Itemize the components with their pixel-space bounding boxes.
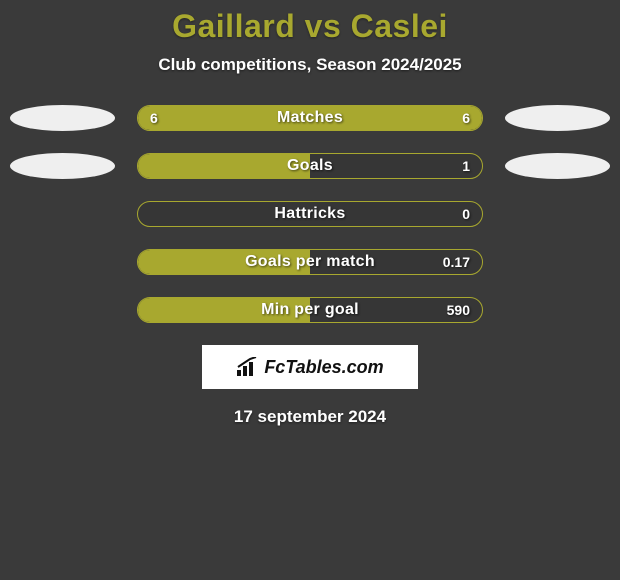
stat-bar: 6Matches6: [137, 105, 483, 131]
stat-value-right: 0.17: [443, 250, 470, 274]
stat-bar: Goals1: [137, 153, 483, 179]
stat-bar: Hattricks0: [137, 201, 483, 227]
stat-row: 6Matches6: [0, 105, 620, 131]
stat-label: Hattricks: [138, 202, 482, 226]
date-label: 17 september 2024: [0, 407, 620, 427]
stat-row: Goals1: [0, 153, 620, 179]
page-title: Gaillard vs Caslei: [0, 8, 620, 45]
stat-row: Min per goal590: [0, 297, 620, 323]
chart-icon: [236, 357, 260, 377]
stat-value-right: 0: [462, 202, 470, 226]
page-subtitle: Club competitions, Season 2024/2025: [0, 55, 620, 75]
comparison-container: Gaillard vs Caslei Club competitions, Se…: [0, 0, 620, 427]
stat-label: Matches: [138, 106, 482, 130]
stat-label: Min per goal: [138, 298, 482, 322]
player-left-ellipse: [10, 105, 115, 131]
stat-row: Goals per match0.17: [0, 249, 620, 275]
stat-value-right: 6: [462, 106, 470, 130]
stat-value-right: 590: [447, 298, 470, 322]
stat-label: Goals per match: [138, 250, 482, 274]
player-left-ellipse: [10, 153, 115, 179]
logo-text: FcTables.com: [264, 357, 383, 378]
player-right-ellipse: [505, 153, 610, 179]
stat-rows: 6Matches6 Goals1 Hattricks0 Goals per match…: [0, 105, 620, 323]
player-right-ellipse: [505, 105, 610, 131]
stat-value-right: 1: [462, 154, 470, 178]
stat-row: Hattricks0: [0, 201, 620, 227]
logo-box[interactable]: FcTables.com: [202, 345, 418, 389]
stat-label: Goals: [138, 154, 482, 178]
stat-bar: Min per goal590: [137, 297, 483, 323]
stat-bar: Goals per match0.17: [137, 249, 483, 275]
